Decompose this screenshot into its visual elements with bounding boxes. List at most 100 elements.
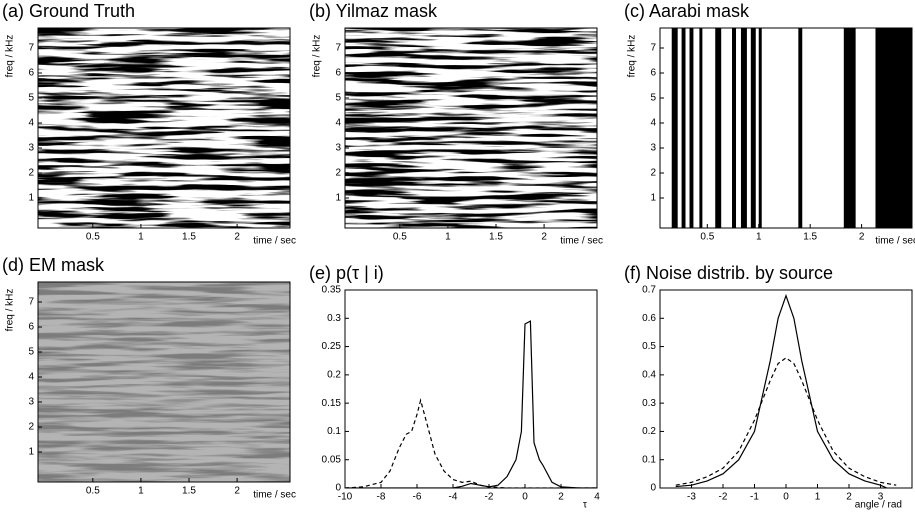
mask-band [689, 28, 694, 228]
x-tick-label: -1 [750, 492, 759, 503]
y-tick-label: 0.2 [642, 426, 656, 437]
mask-band [843, 28, 856, 228]
panel-title: (f) Noise distrib. by source [624, 263, 833, 283]
x-tick-label: 1.5 [182, 232, 196, 243]
line [345, 397, 597, 488]
panel-title: (d) EM mask [2, 255, 105, 275]
y-axis-label: freq / kHz [5, 289, 16, 332]
x-tick-label: 3 [878, 492, 884, 503]
y-tick-label: 0.7 [642, 285, 656, 296]
y-axis-label: freq / kHz [5, 35, 16, 78]
plot-frame [659, 27, 913, 229]
y-tick-label: 7 [335, 43, 341, 54]
x-tick-label: 1 [815, 492, 821, 503]
mask-background [660, 28, 912, 228]
panel: (f) Noise distrib. by source -3 -2 -1 0 1 2 3 0 0… [624, 263, 913, 511]
plot-frame [344, 289, 598, 489]
panel-title: (a) Ground Truth [2, 1, 135, 21]
x-axis-label: time / sec [875, 236, 915, 247]
x-tick-label: -10 [338, 492, 353, 503]
y-tick-label: 7 [650, 43, 656, 54]
y-tick-label: 3 [650, 143, 656, 154]
panel: (c) Aarabi mask 0.5 1 1.5 2 1 2 3 4 5 6 7 time / sec… [624, 1, 915, 247]
mask-band [740, 28, 747, 228]
x-axis-label: time / sec [253, 490, 296, 501]
mask-band [715, 28, 722, 228]
y-tick-label: 0.15 [322, 398, 342, 409]
x-tick-label: 0.5 [393, 232, 407, 243]
x-tick-label: 2 [846, 492, 852, 503]
y-tick-label: 1 [28, 193, 34, 204]
x-axis-label: angle / rad [855, 500, 902, 511]
y-tick-label: 2 [28, 168, 34, 179]
y-tick-label: 5 [28, 93, 34, 104]
y-tick-label: 3 [28, 143, 34, 154]
x-tick-label: -2 [719, 492, 728, 503]
x-tick-label: 2 [859, 232, 865, 243]
y-tick-label: 5 [650, 93, 656, 104]
line [675, 357, 897, 486]
panel: (b) Yilmaz mask 0.5 1 1.5 2 1 2 3 4 5 6 7 time / sec… [309, 1, 603, 247]
y-tick-label: 2 [335, 168, 341, 179]
mask-band [681, 28, 686, 228]
x-tick-label: 1 [138, 486, 144, 497]
x-tick-label: 0.5 [86, 232, 100, 243]
x-tick-label: 0 [522, 492, 528, 503]
y-axis-label: freq / kHz [627, 35, 638, 78]
y-tick-label: 3 [28, 397, 34, 408]
panel: (a) Ground Truth 0.5 1 1.5 2 1 2 3 4 5 6 7 time / se… [2, 1, 296, 247]
y-tick-label: 0.4 [642, 369, 656, 380]
y-tick-label: 7 [28, 43, 34, 54]
mask-band [671, 28, 678, 228]
plot-frame [37, 27, 291, 229]
spectrogram-texture [38, 28, 290, 228]
x-tick-label: 2 [558, 492, 564, 503]
y-tick-label: 0.25 [322, 341, 342, 352]
x-tick-label: 1.5 [489, 232, 503, 243]
y-tick-label: 1 [335, 193, 341, 204]
x-tick-label: 1 [756, 232, 762, 243]
x-tick-label: 1.5 [182, 486, 196, 497]
y-tick-label: 1 [650, 193, 656, 204]
mask-band [875, 28, 912, 228]
x-axis-label: time / sec [253, 236, 296, 247]
mask-band [699, 28, 703, 228]
y-tick-label: 6 [650, 68, 656, 79]
panel: (e) p(τ | i) -10 -8 -6 -4 -2 0 2 4 0 0.05 0.1 0.15 0.… [309, 263, 600, 511]
x-tick-label: -8 [377, 492, 386, 503]
x-tick-label: 2 [234, 232, 240, 243]
y-tick-label: 4 [28, 372, 34, 383]
x-tick-label: 0 [783, 492, 789, 503]
y-tick-label: 0.05 [322, 454, 342, 465]
y-tick-label: 0.1 [327, 426, 341, 437]
line [675, 293, 888, 488]
mask-band [758, 28, 762, 228]
panel: (d) EM mask 0.5 1 1.5 2 1 2 3 4 5 6 7 time / sec freq… [2, 255, 296, 501]
plot-frame [37, 281, 291, 483]
y-tick-label: 0.3 [642, 398, 656, 409]
x-tick-label: 1 [138, 232, 144, 243]
y-tick-label: 4 [28, 118, 34, 129]
spectrogram-texture [345, 28, 597, 228]
x-tick-label: 0.5 [86, 486, 100, 497]
x-tick-label: 2 [541, 232, 547, 243]
spectrogram-texture [38, 282, 290, 482]
y-tick-label: 1 [28, 447, 34, 458]
x-axis-label: time / sec [560, 236, 603, 247]
y-tick-label: 2 [650, 168, 656, 179]
plot-frame [344, 27, 598, 229]
y-tick-label: 2 [28, 422, 34, 433]
x-axis-label: τ [583, 500, 587, 511]
y-tick-label: 0.2 [327, 369, 341, 380]
x-tick-label: 2 [234, 486, 240, 497]
y-tick-label: 0.5 [642, 341, 656, 352]
x-tick-label: -2 [485, 492, 494, 503]
mask-band [750, 28, 756, 228]
x-tick-label: -4 [449, 492, 458, 503]
x-tick-label: 4 [594, 492, 600, 503]
x-tick-label: -6 [413, 492, 422, 503]
x-tick-label: 1.5 [803, 232, 817, 243]
y-tick-label: 3 [335, 143, 341, 154]
x-tick-label: 1 [445, 232, 451, 243]
